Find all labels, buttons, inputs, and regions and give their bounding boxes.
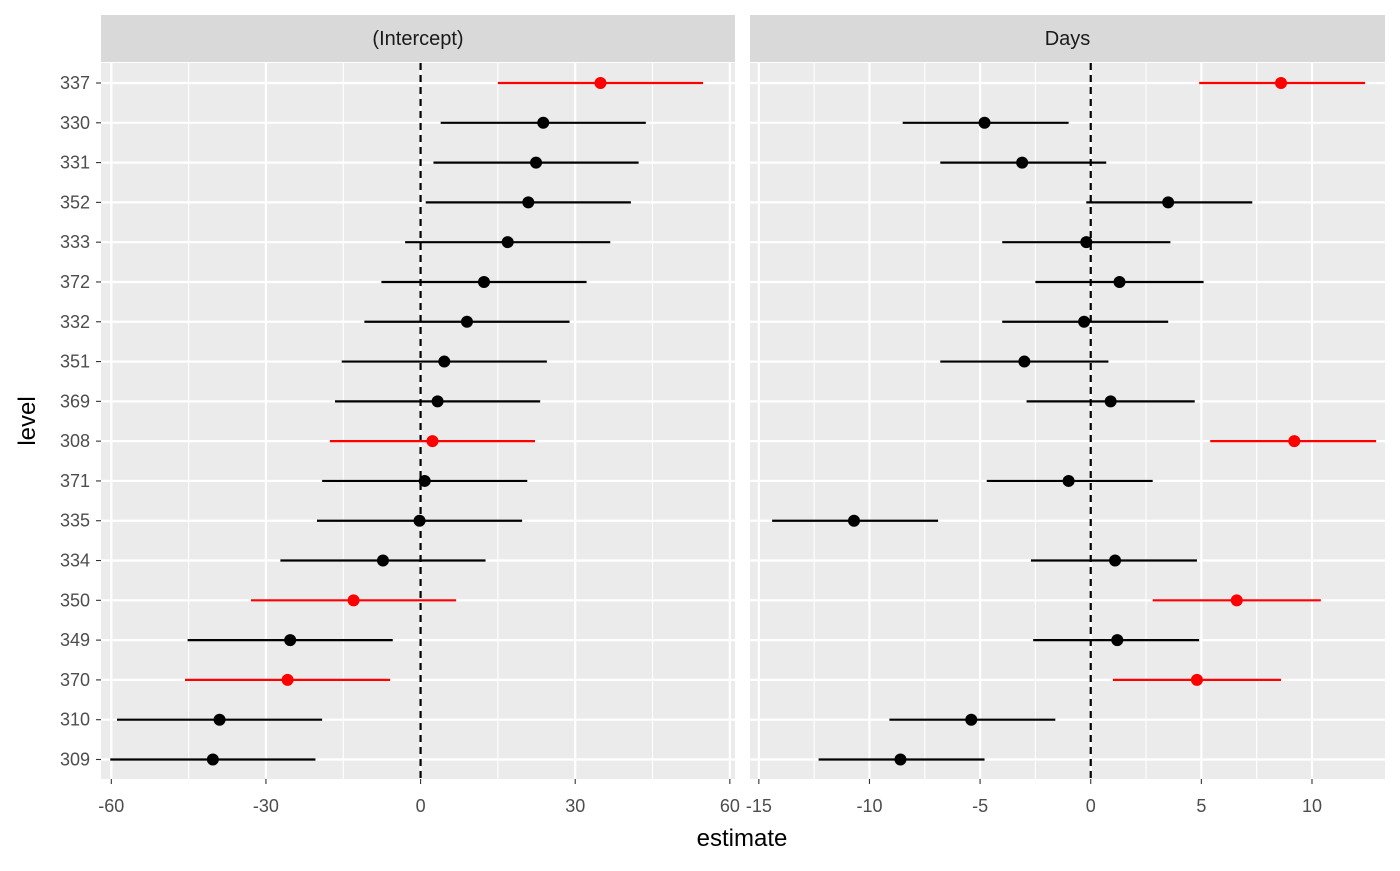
estimate-point [477, 275, 490, 288]
y-tick-label: 308 [60, 431, 90, 451]
x-tick-label: 5 [1196, 796, 1206, 816]
y-tick-label: 333 [60, 232, 90, 252]
x-tick-label: 60 [720, 796, 740, 816]
x-tick-label: -10 [856, 796, 882, 816]
estimate-point [1162, 196, 1175, 209]
estimate-point [965, 713, 978, 726]
x-tick-label: -60 [98, 796, 124, 816]
x-tick-label: 30 [565, 796, 585, 816]
y-tick-label: 337 [60, 73, 90, 93]
estimate-point [1275, 77, 1288, 89]
estimate-point [1113, 275, 1126, 288]
estimate-point [1230, 594, 1243, 607]
y-tick-label: 372 [60, 272, 90, 292]
panel-intercept: (Intercept) -60 -30 0 30 60 [98, 15, 740, 816]
strip-label: (Intercept) [372, 28, 463, 50]
estimate-point [206, 753, 219, 766]
estimate-point [281, 673, 294, 686]
estimate-point [213, 713, 226, 726]
estimate-point [347, 594, 360, 607]
estimate-point [460, 315, 473, 328]
y-axis-title: level [14, 396, 41, 445]
x-tick-label: 0 [416, 796, 426, 816]
estimate-point [1190, 673, 1203, 686]
strip-background [750, 15, 1385, 62]
y-tick-label: 310 [60, 710, 90, 730]
y-axis: 337 330 331 352 333 372 332 351 369 308 371 335 334 3… [60, 73, 101, 770]
y-tick-label: 309 [60, 750, 90, 770]
estimate-point [1104, 395, 1117, 408]
estimate-point [413, 514, 426, 527]
estimate-point [426, 435, 439, 448]
estimate-point [537, 116, 550, 129]
panel-background [750, 63, 1385, 779]
estimate-point [847, 514, 860, 527]
y-tick-label: 331 [60, 153, 90, 173]
estimate-point [438, 355, 451, 368]
x-tick-label: -5 [972, 796, 988, 816]
x-tick-label: -30 [253, 796, 279, 816]
estimate-point [1288, 435, 1301, 448]
y-tick-label: 349 [60, 630, 90, 650]
estimate-point [522, 196, 535, 209]
strip-label: Days [1045, 28, 1091, 50]
estimate-point [894, 753, 907, 766]
estimate-point [1111, 634, 1124, 647]
estimate-point [1016, 156, 1029, 169]
estimate-point [1062, 474, 1075, 487]
y-tick-label: 351 [60, 352, 90, 372]
estimate-point [1078, 315, 1091, 328]
y-tick-label: 371 [60, 471, 90, 491]
y-tick-label: 334 [60, 551, 90, 571]
estimate-point [978, 116, 991, 129]
y-tick-label: 330 [60, 113, 90, 133]
estimate-point [594, 77, 607, 89]
estimate-point [284, 634, 297, 647]
panel-days: Days -15 -10 -5 0 5 10 [746, 15, 1385, 816]
y-tick-label: 350 [60, 590, 90, 610]
estimate-point [1109, 554, 1122, 567]
estimate-point [1080, 236, 1093, 249]
estimate-point [1018, 355, 1031, 368]
y-tick-label: 370 [60, 670, 90, 690]
strip-background [101, 15, 735, 62]
panels-layer: (Intercept) -60 -30 0 30 60 Days -15 -10 -5 0 5 10 [98, 15, 1385, 816]
estimate-point [501, 236, 514, 249]
estimate-point [376, 554, 389, 567]
x-tick-label: 10 [1302, 796, 1322, 816]
y-tick-label: 332 [60, 312, 90, 332]
y-tick-label: 335 [60, 511, 90, 531]
estimate-point [418, 474, 431, 487]
estimate-point [431, 395, 444, 408]
x-tick-label: 0 [1086, 796, 1096, 816]
panel-background [101, 63, 735, 779]
y-tick-label: 352 [60, 192, 90, 212]
x-tick-label: -15 [746, 796, 772, 816]
estimate-point [530, 156, 543, 169]
y-tick-label: 369 [60, 391, 90, 411]
x-axis-title: estimate [697, 825, 788, 852]
